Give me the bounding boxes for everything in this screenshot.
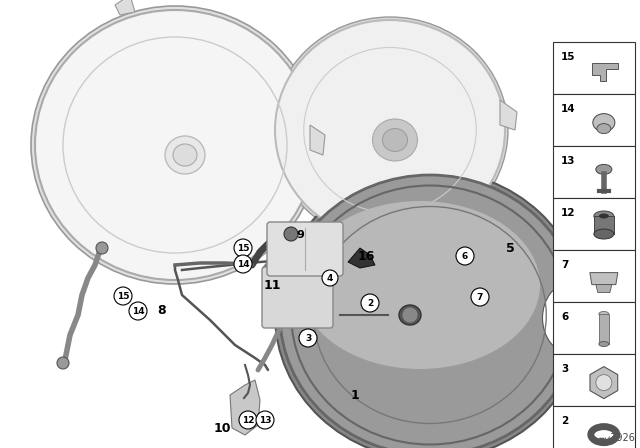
Circle shape <box>239 411 257 429</box>
Circle shape <box>129 302 147 320</box>
Ellipse shape <box>597 124 611 134</box>
Text: 403926: 403926 <box>598 433 635 443</box>
Ellipse shape <box>275 170 585 448</box>
Circle shape <box>361 294 379 312</box>
Bar <box>553 354 635 406</box>
FancyBboxPatch shape <box>262 267 333 328</box>
Bar <box>553 302 635 354</box>
Circle shape <box>234 255 252 273</box>
Circle shape <box>456 247 474 265</box>
Circle shape <box>299 329 317 347</box>
Circle shape <box>402 307 418 323</box>
Polygon shape <box>590 366 618 399</box>
Text: 13: 13 <box>259 415 271 425</box>
Ellipse shape <box>597 431 611 438</box>
Polygon shape <box>595 338 620 368</box>
Ellipse shape <box>532 273 607 363</box>
Text: 5: 5 <box>506 241 515 254</box>
Circle shape <box>322 270 338 286</box>
Ellipse shape <box>31 6 319 284</box>
Bar <box>594 216 614 234</box>
Polygon shape <box>348 248 375 268</box>
Text: 1: 1 <box>351 388 360 401</box>
Circle shape <box>96 242 108 254</box>
Ellipse shape <box>596 164 612 174</box>
Text: 8: 8 <box>157 303 166 316</box>
Text: 7: 7 <box>561 260 568 270</box>
Text: 3: 3 <box>305 333 311 343</box>
Text: 2: 2 <box>561 416 568 426</box>
Ellipse shape <box>599 214 609 219</box>
Ellipse shape <box>593 114 615 132</box>
Text: 11: 11 <box>263 279 281 292</box>
Text: 10: 10 <box>213 422 231 435</box>
Ellipse shape <box>543 283 598 353</box>
Polygon shape <box>267 230 281 258</box>
Ellipse shape <box>599 341 609 346</box>
Bar <box>553 94 635 146</box>
Text: 9: 9 <box>296 230 304 240</box>
Text: 4: 4 <box>327 273 333 283</box>
Ellipse shape <box>372 119 417 161</box>
Polygon shape <box>592 63 618 81</box>
Polygon shape <box>115 0 135 15</box>
Text: 14: 14 <box>561 104 575 114</box>
Text: 15: 15 <box>116 292 129 301</box>
Text: 15: 15 <box>561 52 575 62</box>
Bar <box>553 406 635 448</box>
Polygon shape <box>596 284 612 293</box>
Ellipse shape <box>165 136 205 174</box>
FancyBboxPatch shape <box>267 222 343 276</box>
Text: 16: 16 <box>357 250 374 263</box>
Ellipse shape <box>383 129 408 151</box>
Text: 12: 12 <box>242 415 254 425</box>
Polygon shape <box>310 125 325 155</box>
Circle shape <box>596 375 612 391</box>
Ellipse shape <box>35 10 315 280</box>
Text: 15: 15 <box>237 244 249 253</box>
Ellipse shape <box>300 201 540 369</box>
Ellipse shape <box>272 17 508 243</box>
Text: 3: 3 <box>561 364 568 374</box>
Text: 13: 13 <box>561 156 575 166</box>
Text: 2: 2 <box>367 298 373 307</box>
Ellipse shape <box>275 20 505 240</box>
Ellipse shape <box>399 305 421 325</box>
Ellipse shape <box>173 144 197 166</box>
Text: 6: 6 <box>561 312 568 322</box>
Text: 12: 12 <box>561 208 575 218</box>
Text: 14: 14 <box>132 306 144 315</box>
Circle shape <box>234 239 252 257</box>
Ellipse shape <box>594 229 614 239</box>
Ellipse shape <box>280 175 580 448</box>
Bar <box>599 314 609 344</box>
Text: 14: 14 <box>237 259 250 268</box>
Polygon shape <box>590 272 618 284</box>
Bar <box>553 42 635 94</box>
Circle shape <box>57 357 69 369</box>
Ellipse shape <box>599 311 609 316</box>
Ellipse shape <box>594 211 614 221</box>
Bar <box>553 146 635 198</box>
Text: 7: 7 <box>477 293 483 302</box>
Polygon shape <box>230 380 260 435</box>
Circle shape <box>256 411 274 429</box>
Bar <box>553 250 635 302</box>
Circle shape <box>471 288 489 306</box>
Text: 6: 6 <box>462 251 468 260</box>
Circle shape <box>114 287 132 305</box>
Polygon shape <box>500 100 517 130</box>
Bar <box>553 198 635 250</box>
Circle shape <box>284 227 298 241</box>
